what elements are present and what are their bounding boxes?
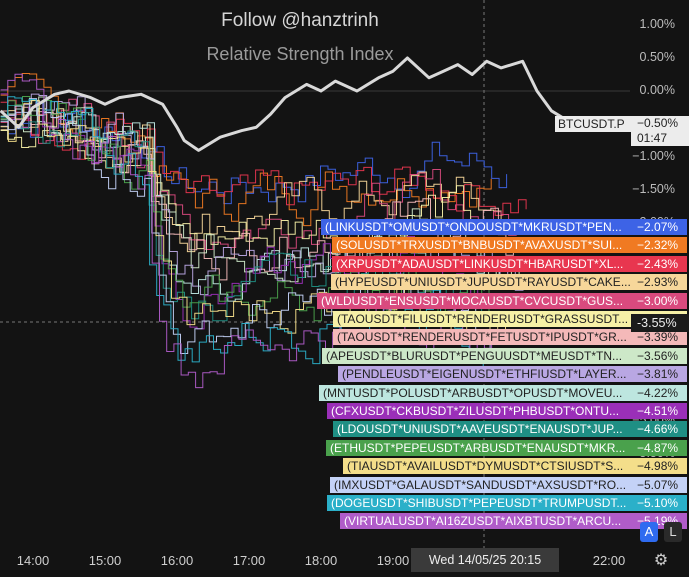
y-tick-label: −1.50% <box>632 182 675 196</box>
legend-series-name: (LINKUSDT*OMUSDT*ONDOUSDT*MKRUSDT*PEN... <box>321 219 631 235</box>
gear-icon[interactable]: ⚙ <box>653 552 669 569</box>
series-line <box>0 98 517 250</box>
legend-series-name: (LDOUSDT*UNIUSDT*AAVEUSDT*ENAUSDT*JUP... <box>333 421 631 438</box>
legend-series-name: (TIAUSDT*AVAILUSDT*DYMUSDT*CTSIUSDT*S... <box>343 458 631 475</box>
x-tick-label: 15:00 <box>88 553 122 568</box>
legend-series-value: −2.07% <box>631 219 687 235</box>
indicator-name: Relative Strength Index <box>206 44 394 64</box>
legend-series-name: (DOGEUSDT*SHIBUSDT*PEPEUSDT*TRUMPUSDT... <box>327 495 631 511</box>
legend-series-name: (TAOUSDT*RENDERUSDT*FETUSDT*IPUSDT*GR... <box>333 329 631 346</box>
legend-series-value: −2.43% <box>631 255 687 272</box>
legend-series-value: −4.66% <box>631 421 687 438</box>
legend-series-value: −4.22% <box>631 384 687 401</box>
legend-series-name: (WLDUSDT*ENSUSDT*MOCAUSDT*CVCUSDT*GUS... <box>317 292 631 309</box>
legend-series-name: (CFXUSDT*CKBUSDT*ZILUSDT*PHBUSDT*ONTU... <box>327 403 631 419</box>
log-scale-button[interactable]: L <box>664 522 682 542</box>
legend-series-name: (MNTUSDT*POLUSDT*ARBUSDT*OPUSDT*MOVEU... <box>319 384 631 401</box>
y-tick-label: −1.00% <box>632 149 675 163</box>
x-tick-label: 16:00 <box>160 553 194 568</box>
y-tick-label: 0.00% <box>639 83 675 97</box>
series-line <box>0 99 527 216</box>
current-value: −0.50% <box>637 116 679 130</box>
legend-series-value: −3.81% <box>631 366 687 383</box>
legend-series-name: (VIRTUALUSDT*AI16ZUSDT*AIXBTUSDT*ARCU... <box>340 513 631 530</box>
x-tick-label: 22:00 <box>592 553 626 568</box>
legend-series-name: (IMXUSDT*GALAUSDT*SANDUSDT*AXSUSDT*RO... <box>330 476 631 493</box>
x-tick-label: 17:00 <box>232 553 266 568</box>
legend-series-name: (HYPEUSDT*UNIUSDT*JUPUSDT*RAYUSDT*CAKE..… <box>331 274 631 291</box>
series-line <box>0 73 492 227</box>
legend-series-name: (SOLUSDT*TRXUSDT*BNBUSDT*AVAXUSDT*SUI... <box>332 237 631 254</box>
legend-series-name: (XRPUSDT*ADAUSDT*LINKUSDT*HBARUSDT*XL... <box>332 255 631 272</box>
y-tick-label: 1.00% <box>639 17 675 31</box>
legend-series-value: −3.39% <box>631 329 687 346</box>
auto-scale-button[interactable]: A <box>640 522 658 542</box>
crosshair-time-label: Wed 14/05/25 20:15 <box>411 548 559 572</box>
legend-series-value: −2.93% <box>631 274 687 291</box>
legend-series-value: −2.32% <box>631 237 687 254</box>
legend-series-name: (ETHUSDT*PEPEUSDT*ARBUSDT*ENAUSDT*MKR... <box>326 439 631 456</box>
legend-series-name: (APEUSDT*BLURUSDT*PENGUUSDT*MEUSDT*TN... <box>322 347 631 364</box>
bar-countdown: 01:47 <box>637 131 668 145</box>
current-symbol-tag: BTCUSDT.P <box>555 116 631 132</box>
legend-series-value: −4.98% <box>631 458 687 475</box>
legend-series-name: (PENDLEUSDT*EIGENUSDT*ETHFIUSDT*LAYER... <box>338 366 631 383</box>
x-tick-label: 14:00 <box>16 553 50 568</box>
crosshair-y-label: -3.55% <box>631 314 689 332</box>
legend-series-value: −5.07% <box>631 476 687 493</box>
legend-series-value: −3.00% <box>631 292 687 309</box>
legend-series-value: −5.10% <box>631 495 687 511</box>
chart-title: Follow @hanztrinh <box>221 10 379 31</box>
legend-series-value: −4.87% <box>631 439 687 456</box>
current-value-tag: −0.50% 01:47 <box>631 116 689 146</box>
x-tick-label: 18:00 <box>304 553 338 568</box>
legend-series-name: (TAOUSDT*FILUSDT*RENDERUSDT*GRASSUSDT... <box>333 311 631 327</box>
legend-series-value: −3.56% <box>631 347 687 364</box>
btc-line <box>0 56 574 152</box>
legend-series-value: −4.51% <box>631 403 687 419</box>
x-tick-label: 19:00 <box>376 553 410 568</box>
y-tick-label: 0.50% <box>639 50 675 64</box>
